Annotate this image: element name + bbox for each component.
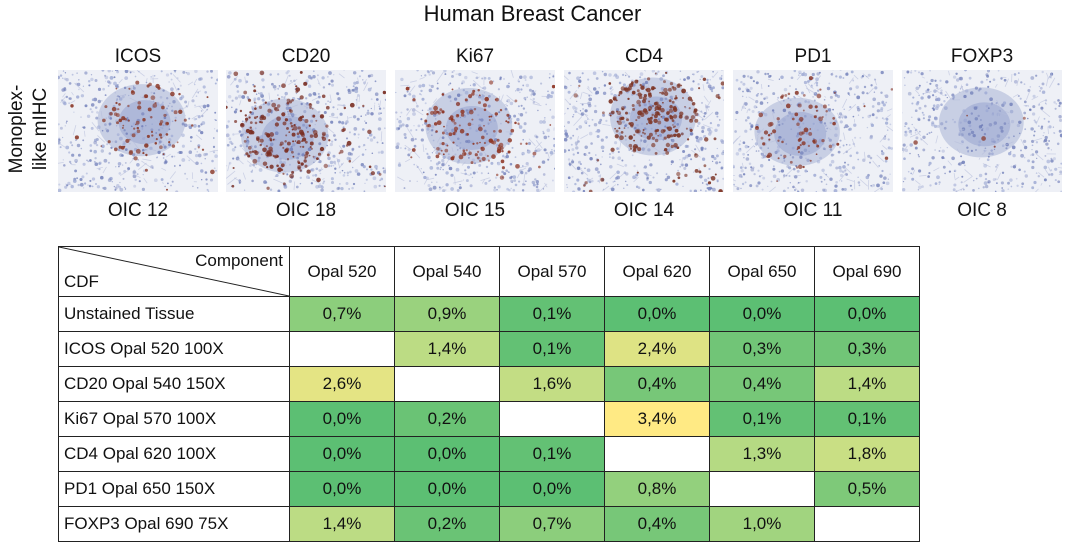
row-label-cell: CD4 Opal 620 100X xyxy=(58,436,290,472)
value-cell xyxy=(814,506,920,542)
value-cell: 1,4% xyxy=(289,506,395,542)
value-cell: 0,1% xyxy=(499,436,605,472)
row-label: Monoplex- like mIHC xyxy=(0,62,52,196)
svg-text:like mIHC: like mIHC xyxy=(30,88,51,170)
panel-cd20: CD20 OIC 18 xyxy=(226,46,386,222)
value-cell: 0,0% xyxy=(289,436,395,472)
tissue-image xyxy=(395,70,555,192)
tissue-image xyxy=(902,70,1062,192)
tissue-image xyxy=(226,70,386,192)
value-cell: 0,3% xyxy=(709,331,815,367)
row-label-cell: PD1 Opal 650 150X xyxy=(58,471,290,507)
row-label-cell: Unstained Tissue xyxy=(58,296,290,332)
value-cell: 0,2% xyxy=(394,401,500,437)
tissue-image xyxy=(733,70,893,192)
panel-marker: CD20 xyxy=(281,46,331,67)
value-cell: 0,0% xyxy=(814,296,920,332)
svg-text:Monoplex-: Monoplex- xyxy=(6,85,27,174)
value-cell: 0,9% xyxy=(394,296,500,332)
value-cell: 0,8% xyxy=(604,471,710,507)
value-cell xyxy=(394,366,500,402)
table-row: Unstained Tissue 0,7% 0,9% 0,1% 0,0% 0,0% 0,0% xyxy=(58,296,920,332)
table-row: ICOS Opal 520 100X 1,4% 0,1% 2,4% 0,3% 0,3% xyxy=(58,331,920,367)
value-cell xyxy=(289,331,395,367)
crosstalk-table: Component CDF Opal 520 Opal 540 Opal 570… xyxy=(58,246,920,542)
column-header: Opal 620 xyxy=(604,246,710,297)
panel-marker: PD1 xyxy=(794,46,832,67)
column-header: Opal 570 xyxy=(499,246,605,297)
tissue-image xyxy=(58,70,218,192)
value-cell: 3,4% xyxy=(604,401,710,437)
panel-pd1: PD1 OIC 11 xyxy=(733,46,893,222)
panel-icos: ICOS OIC 12 xyxy=(58,46,218,222)
value-cell: 0,0% xyxy=(394,436,500,472)
panel-oic: OIC 8 xyxy=(957,200,1007,221)
panel-ki67: Ki67 OIC 15 xyxy=(395,46,555,222)
panel-marker: FOXP3 xyxy=(950,46,1014,67)
figure-title: Human Breast Cancer xyxy=(423,1,642,26)
table-header-row: Component CDF Opal 520 Opal 540 Opal 570… xyxy=(58,246,920,297)
panel-oic: OIC 11 xyxy=(783,200,843,221)
component-label: Component xyxy=(195,251,283,270)
value-cell: 0,4% xyxy=(604,506,710,542)
value-cell: 0,1% xyxy=(499,331,605,367)
panel-foxp3: FOXP3 OIC 8 xyxy=(902,46,1062,222)
column-header: Opal 520 xyxy=(289,246,395,297)
value-cell: 2,4% xyxy=(604,331,710,367)
panel-oic: OIC 12 xyxy=(107,200,169,221)
value-cell xyxy=(604,436,710,472)
value-cell: 0,1% xyxy=(499,296,605,332)
value-cell: 2,6% xyxy=(289,366,395,402)
panel-oic: OIC 18 xyxy=(275,200,337,221)
value-cell: 0,0% xyxy=(499,471,605,507)
value-cell: 0,0% xyxy=(289,401,395,437)
value-cell: 0,0% xyxy=(709,296,815,332)
table-row: Ki67 Opal 570 100X 0,0% 0,2% 3,4% 0,1% 0,1% xyxy=(58,401,920,437)
value-cell: 0,1% xyxy=(814,401,920,437)
value-cell: 0,7% xyxy=(289,296,395,332)
panel-cd4: CD4 OIC 14 xyxy=(564,46,724,222)
cdf-label: CDF xyxy=(64,272,99,291)
panel-oic: OIC 15 xyxy=(444,200,506,221)
table-row: CD20 Opal 540 150X 2,6% 1,6% 0,4% 0,4% 1,4% xyxy=(58,366,920,402)
value-cell: 1,0% xyxy=(709,506,815,542)
value-cell: 0,3% xyxy=(814,331,920,367)
table-row: PD1 Opal 650 150X 0,0% 0,0% 0,0% 0,8% 0,5% xyxy=(58,471,920,507)
row-label-cell: FOXP3 Opal 690 75X xyxy=(58,506,290,542)
table-corner: Component CDF xyxy=(58,246,290,297)
row-label-cell: CD20 Opal 540 150X xyxy=(58,366,290,402)
panel-marker: CD4 xyxy=(624,46,663,67)
value-cell: 0,1% xyxy=(709,401,815,437)
value-cell: 0,4% xyxy=(709,366,815,402)
value-cell: 1,4% xyxy=(394,331,500,367)
tissue-image xyxy=(564,70,724,192)
value-cell: 1,6% xyxy=(499,366,605,402)
column-header: Opal 540 xyxy=(394,246,500,297)
table-row: FOXP3 Opal 690 75X 1,4% 0,2% 0,7% 0,4% 1,0% xyxy=(58,506,920,542)
row-label-cell: Ki67 Opal 570 100X xyxy=(58,401,290,437)
value-cell: 0,5% xyxy=(814,471,920,507)
panel-oic: OIC 14 xyxy=(613,200,675,221)
value-cell: 0,2% xyxy=(394,506,500,542)
value-cell: 0,0% xyxy=(394,471,500,507)
value-cell: 0,4% xyxy=(604,366,710,402)
value-cell: 0,0% xyxy=(289,471,395,507)
table-row: CD4 Opal 620 100X 0,0% 0,0% 0,1% 1,3% 1,8% xyxy=(58,436,920,472)
row-label-cell: ICOS Opal 520 100X xyxy=(58,331,290,367)
value-cell: 1,8% xyxy=(814,436,920,472)
value-cell xyxy=(499,401,605,437)
value-cell: 1,3% xyxy=(709,436,815,472)
column-header: Opal 650 xyxy=(709,246,815,297)
panel-marker: Ki67 xyxy=(455,46,495,67)
panel-marker: ICOS xyxy=(114,46,162,67)
value-cell: 1,4% xyxy=(814,366,920,402)
value-cell xyxy=(709,471,815,507)
column-header: Opal 690 xyxy=(814,246,920,297)
value-cell: 0,7% xyxy=(499,506,605,542)
value-cell: 0,0% xyxy=(604,296,710,332)
